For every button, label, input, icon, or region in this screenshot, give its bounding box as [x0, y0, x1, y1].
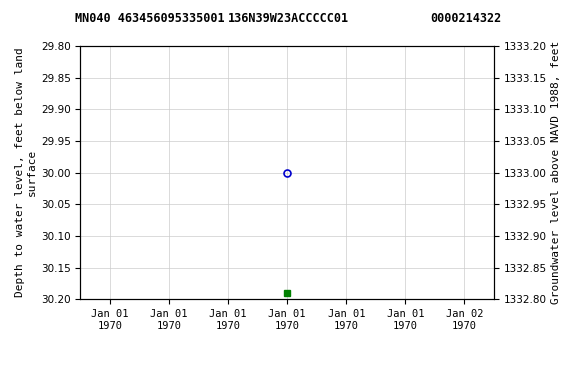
Text: MN040 463456095335001: MN040 463456095335001 — [75, 12, 225, 25]
Y-axis label: Depth to water level, feet below land
surface: Depth to water level, feet below land su… — [15, 48, 37, 298]
Text: 0000214322: 0000214322 — [430, 12, 501, 25]
Y-axis label: Groundwater level above NAVD 1988, feet: Groundwater level above NAVD 1988, feet — [551, 41, 561, 304]
Text: 136N39W23ACCCCC01: 136N39W23ACCCCC01 — [228, 12, 348, 25]
